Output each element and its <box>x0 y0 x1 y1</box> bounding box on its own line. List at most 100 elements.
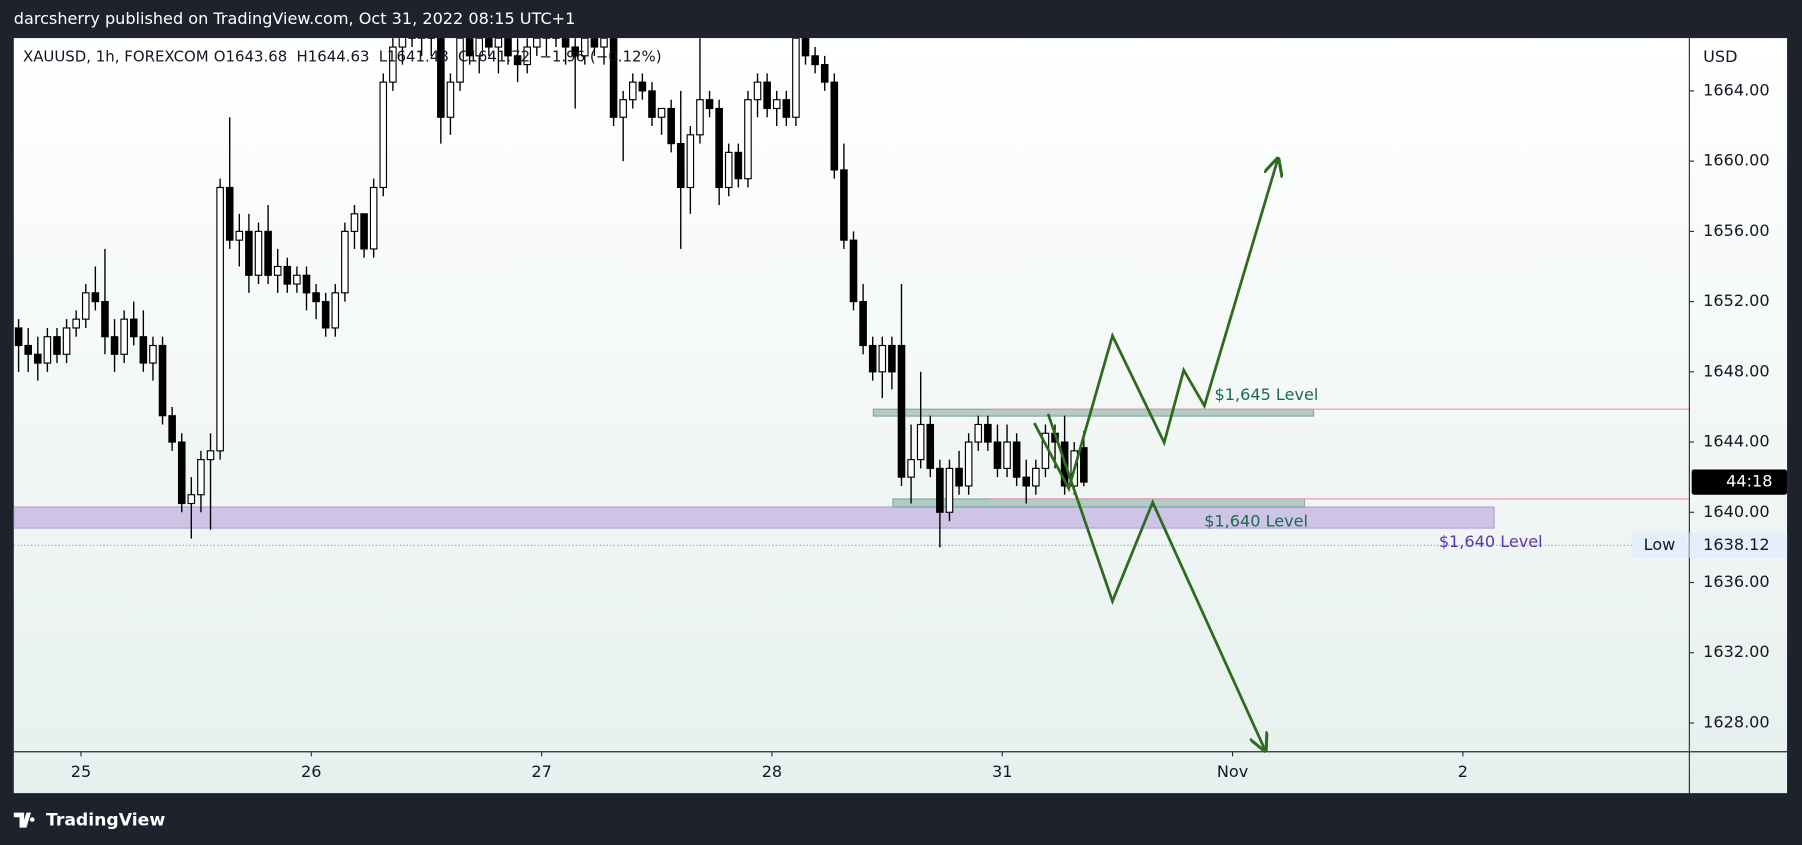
candle-up <box>964 441 973 487</box>
zone-label: $1,640 Level <box>1204 511 1308 530</box>
candle-up <box>916 423 925 461</box>
candle-up <box>600 38 608 48</box>
candle-down <box>264 230 272 276</box>
candle-up <box>456 38 464 83</box>
countdown-badge <box>1691 469 1788 495</box>
candle-down <box>14 327 23 347</box>
y-tick-label: 1632.00 <box>1703 642 1770 661</box>
candle-up <box>43 336 52 364</box>
footer-logo <box>13 812 35 828</box>
y-tick-label: 1656.00 <box>1703 221 1770 240</box>
zone <box>13 506 1495 529</box>
candle-down <box>53 336 61 355</box>
overlay: $1,640 Level $1,645 Level $1,640 Level 44:1… <box>1033 159 1788 751</box>
candle-up <box>389 46 397 83</box>
x-tick-label: 2 <box>1458 762 1468 781</box>
x-tick-label: Nov <box>1217 762 1249 781</box>
candle-down <box>897 344 906 478</box>
candle-up <box>1003 441 1011 469</box>
y-tick-label: 1640.00 <box>1703 502 1770 521</box>
projection-down <box>1046 413 1265 751</box>
candle-up <box>878 344 887 373</box>
candle-up <box>974 423 983 443</box>
candle-down <box>177 441 186 505</box>
candle-up <box>907 459 915 478</box>
candle-down <box>734 151 743 180</box>
y-tick-label: 1636.00 <box>1703 572 1770 591</box>
candle-down <box>820 64 829 83</box>
symbol: XAUUSD, 1h, FOREXCOM <box>23 48 209 66</box>
candle-up <box>369 186 378 250</box>
candle-down <box>868 344 877 373</box>
candle-down <box>763 81 771 110</box>
x-tick-label: 31 <box>992 762 1012 781</box>
candle-down <box>936 467 944 513</box>
candle-down <box>110 336 119 355</box>
candle-down <box>245 230 253 276</box>
candle-down <box>437 38 445 118</box>
candle-up <box>120 318 128 355</box>
y-tick-label: 1664.00 <box>1703 80 1770 99</box>
candle-down <box>609 38 618 118</box>
candle-down <box>513 55 522 66</box>
candle-up <box>945 467 954 513</box>
candle-up <box>1032 467 1040 487</box>
candle-up <box>72 318 80 329</box>
y-tick-label: 1644.00 <box>1703 432 1770 451</box>
candle-up <box>792 38 800 118</box>
candle-up <box>341 230 349 294</box>
candle-up <box>81 292 90 320</box>
candle-up <box>494 38 503 48</box>
publisher: darcsherry published on TradingView.com,… <box>14 9 576 28</box>
candle-down <box>715 107 723 189</box>
candle-up <box>475 38 484 57</box>
candle-down <box>225 186 234 241</box>
low-tag <box>1631 532 1688 558</box>
candle-down <box>705 99 714 110</box>
x-tick-label: 26 <box>301 762 321 781</box>
footer-brand: TradingView <box>46 811 165 831</box>
candle-up <box>523 46 532 66</box>
candle-down <box>571 46 579 57</box>
candle-up <box>533 38 541 48</box>
candle-down <box>24 344 32 355</box>
y-axis-label: USD <box>1703 47 1737 66</box>
candle-down <box>129 318 138 338</box>
candle-up <box>619 99 627 118</box>
countdown: 44:18 <box>1726 472 1772 491</box>
candle-down <box>638 81 647 92</box>
y-tick-label: 1652.00 <box>1703 291 1770 310</box>
candle-down <box>1080 447 1088 483</box>
candle-up <box>417 38 426 39</box>
candle-up <box>379 81 388 189</box>
candle-up <box>206 450 215 461</box>
candle-down <box>801 38 810 57</box>
candle-down <box>302 274 311 294</box>
candle-up <box>62 327 71 355</box>
candle-up <box>446 81 455 118</box>
candle-down <box>782 99 791 118</box>
zone <box>872 408 1315 417</box>
candle-down <box>830 81 839 171</box>
candle-up <box>657 107 666 118</box>
candle-up <box>293 274 301 285</box>
candle-down <box>158 344 167 417</box>
x-tick-label: 27 <box>531 762 551 781</box>
x-tick-label: 25 <box>71 762 91 781</box>
y-tick-label: 1648.00 <box>1703 361 1770 380</box>
candle-down <box>552 38 560 39</box>
candle-down <box>408 38 416 39</box>
candle-up <box>235 230 244 241</box>
candle-down <box>321 301 330 329</box>
ohlc-legend: H1644.63 <box>296 48 369 66</box>
candle-up <box>753 81 762 101</box>
zone-label: $1,640 Level <box>1439 532 1543 551</box>
candle-down <box>91 292 100 303</box>
y-tick-label: 1660.00 <box>1703 151 1770 170</box>
candle-down <box>360 213 368 250</box>
y-tick-label: 1628.00 <box>1703 712 1770 731</box>
candle-up <box>542 38 551 39</box>
candle-down <box>590 38 599 48</box>
